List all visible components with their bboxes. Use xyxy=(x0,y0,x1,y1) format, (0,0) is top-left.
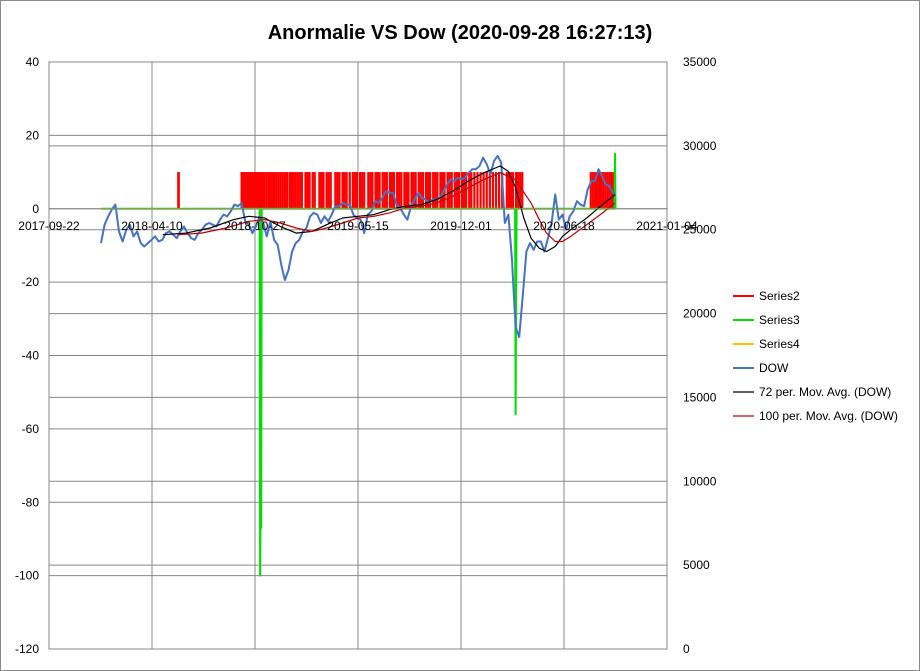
y-left-tick-label: 40 xyxy=(26,55,40,69)
y-right-tick-label: 15000 xyxy=(683,390,717,404)
legend-label: Series4 xyxy=(759,337,800,351)
y-right-tick-label: 30000 xyxy=(683,139,717,153)
x-tick-label: 2020-06-18 xyxy=(533,219,595,233)
axes-layer: 40 20 0 -20 -40 -60 -80 -100 -120 35000 30000 25000… xyxy=(15,55,717,656)
y-left-tick-label: -40 xyxy=(22,349,40,363)
series-line xyxy=(100,154,615,339)
chart-title: Anormalie VS Dow (2020-09-28 16:27:13) xyxy=(268,22,653,44)
legend-label: Series3 xyxy=(759,313,800,327)
legend-label: DOW xyxy=(759,361,789,375)
y-left-tick-label: 20 xyxy=(26,128,40,142)
y-right-tick-label: 20000 xyxy=(683,307,717,321)
series-line xyxy=(178,172,616,243)
legend: Series2 Series3 Series4 DOW 72 per. Mov. Avg… xyxy=(733,289,898,423)
y-left-tick-label: 0 xyxy=(32,202,39,216)
series-dow xyxy=(100,154,615,339)
y-right-tick-label: 0 xyxy=(683,642,690,656)
y-left-tick-label: -120 xyxy=(15,642,39,656)
y-right-tick-label: 35000 xyxy=(683,55,717,69)
plot-border xyxy=(48,61,668,650)
x-tick-label: 2019-12-01 xyxy=(430,219,492,233)
legend-label: 72 per. Mov. Avg. (DOW) xyxy=(759,385,891,399)
y-right-tick-label: 10000 xyxy=(683,474,717,488)
x-tick-label: 2018-10-27 xyxy=(224,219,286,233)
y-left-tick-label: -60 xyxy=(22,422,40,436)
y-right-tick-label: 5000 xyxy=(683,558,710,572)
y-left-tick-label: -80 xyxy=(22,495,40,509)
legend-label: Series2 xyxy=(759,289,800,303)
y-left-tick-label: -20 xyxy=(22,275,40,289)
y-left-tick-label: -100 xyxy=(15,569,39,583)
x-tick-label: 2019-05-15 xyxy=(327,219,389,233)
series-layer xyxy=(100,152,617,577)
y-right-tick-label: 25000 xyxy=(683,223,717,237)
x-tick-label: 2018-04-10 xyxy=(121,219,183,233)
legend-label: 100 per. Mov. Avg. (DOW) xyxy=(759,409,898,423)
series-100-per-mov-avg-dow xyxy=(178,172,616,243)
